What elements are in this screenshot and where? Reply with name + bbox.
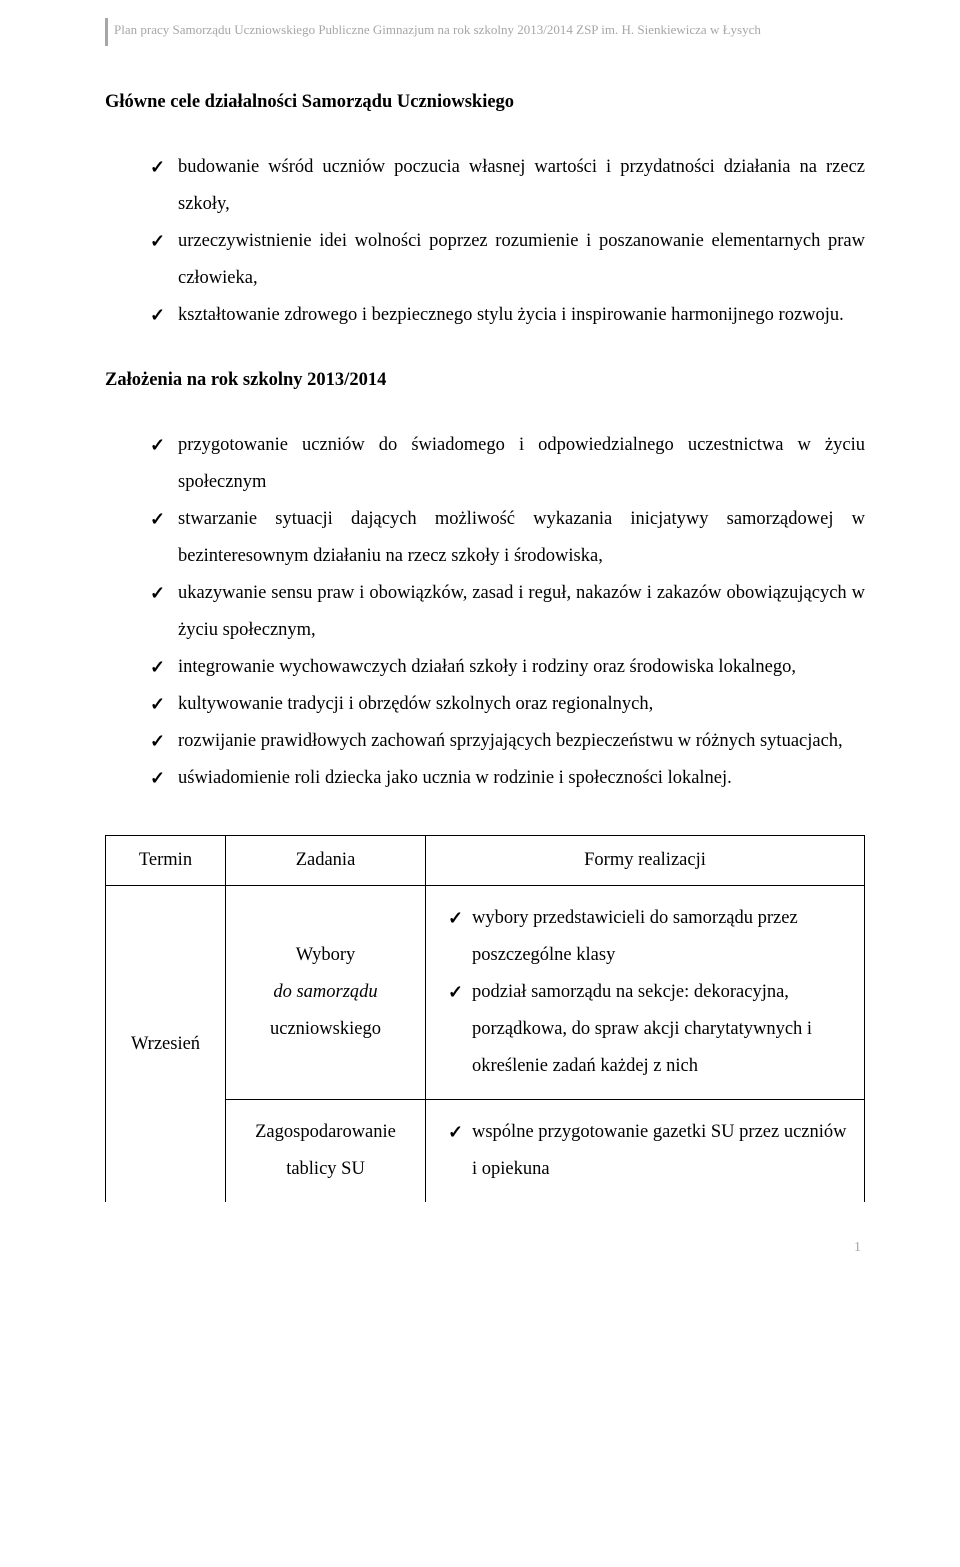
header-rule: [105, 18, 108, 46]
formy-item: wybory przedstawicieli do samorządu prze…: [448, 900, 854, 974]
th-zadania: Zadania: [226, 836, 426, 886]
cell-formy: wybory przedstawicieli do samorządu prze…: [426, 886, 865, 1100]
formy-item: wspólne przygotowanie gazetki SU przez u…: [448, 1114, 854, 1188]
assumption-item: rozwijanie prawidłowych zachowań sprzyja…: [150, 723, 865, 760]
zadania-line: Zagospodarowanie: [236, 1114, 415, 1151]
zadania-line: uczniowskiego: [236, 1011, 415, 1048]
zadania-line: Wybory: [236, 937, 415, 974]
schedule-table: Termin Zadania Formy realizacji Wrzesień…: [105, 835, 865, 1202]
subheading-rest: na rok szkolny 2013/2014: [182, 370, 386, 390]
cell-zadania: Wybory do samorządu uczniowskiego: [226, 886, 426, 1100]
cell-termin: Wrzesień: [106, 886, 226, 1203]
assumption-item: uświadomienie roli dziecka jako ucznia w…: [150, 760, 865, 797]
th-termin: Termin: [106, 836, 226, 886]
heading-rest: działalności Samorządu Uczniowskiego: [200, 92, 514, 112]
document-header: Plan pracy Samorządu Uczniowskiego Publi…: [105, 18, 865, 46]
zadania-line-italic: do samorządu: [236, 974, 415, 1011]
assumption-item: kultywowanie tradycji i obrzędów szkolny…: [150, 686, 865, 723]
goals-list: budowanie wśród uczniów poczucia własnej…: [105, 149, 865, 334]
subheading-bold: Założenia: [105, 370, 182, 390]
goal-item: urzeczywistnienie idei wolności poprzez …: [150, 223, 865, 297]
formy-item: podział samorządu na sekcje: dekoracyjna…: [448, 974, 854, 1085]
cell-zadania: Zagospodarowanie tablicy SU: [226, 1100, 426, 1203]
heading-bold: Główne cele: [105, 92, 200, 112]
assumption-item: stwarzanie sytuacji dających możliwość w…: [150, 501, 865, 575]
assumption-item: integrowanie wychowawczych działań szkoł…: [150, 649, 865, 686]
zadania-line: tablicy SU: [236, 1151, 415, 1188]
header-text: Plan pracy Samorządu Uczniowskiego Publi…: [114, 18, 761, 46]
assumption-item: ukazywanie sensu praw i obowiązków, zasa…: [150, 575, 865, 649]
goal-item: budowanie wśród uczniów poczucia własnej…: [150, 149, 865, 223]
assumption-item: przygotowanie uczniów do świadomego i od…: [150, 427, 865, 501]
cell-formy: wspólne przygotowanie gazetki SU przez u…: [426, 1100, 865, 1203]
main-heading: Główne cele działalności Samorządu Uczni…: [105, 92, 865, 113]
goal-item: kształtowanie zdrowego i bezpiecznego st…: [150, 297, 865, 334]
table-row: Wrzesień Wybory do samorządu uczniowskie…: [106, 886, 865, 1100]
sub-heading: Założenia na rok szkolny 2013/2014: [105, 370, 865, 391]
th-formy: Formy realizacji: [426, 836, 865, 886]
page-number: 1: [105, 1240, 865, 1256]
table-header-row: Termin Zadania Formy realizacji: [106, 836, 865, 886]
assumptions-list: przygotowanie uczniów do świadomego i od…: [105, 427, 865, 797]
